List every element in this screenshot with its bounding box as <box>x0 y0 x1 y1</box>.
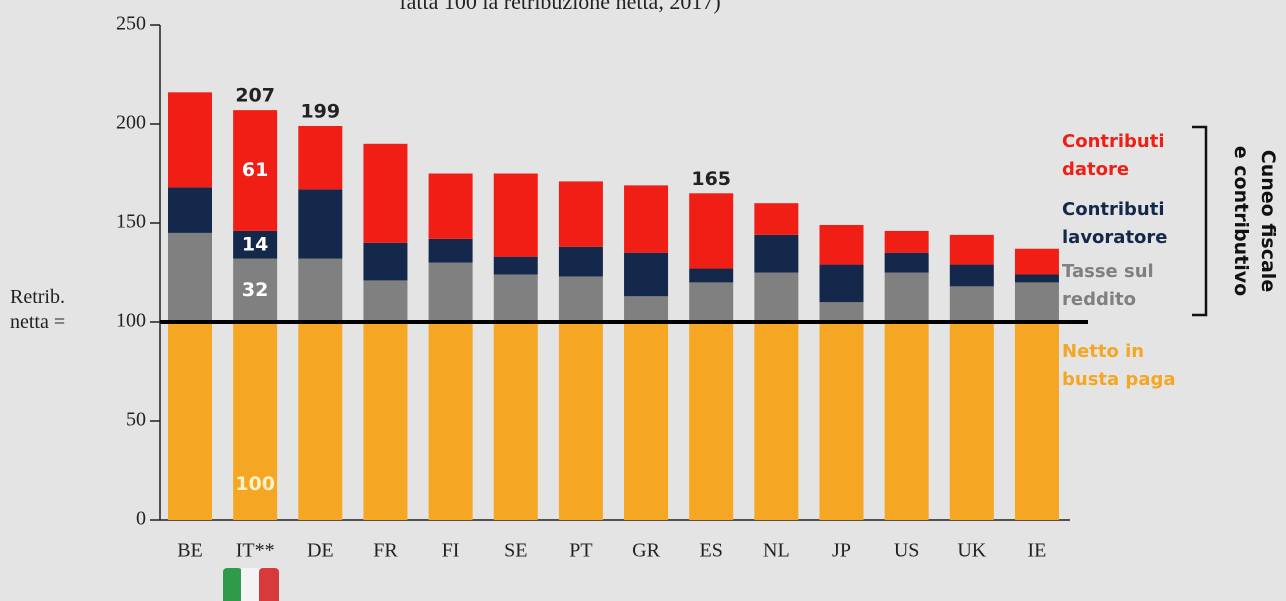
x-tick-label: ES <box>700 540 723 562</box>
bar-segment <box>428 238 473 263</box>
y-tick-label: 50 <box>126 409 146 431</box>
bar-segment <box>624 252 669 297</box>
bar-segment <box>168 322 212 520</box>
total-label: 165 <box>691 168 731 190</box>
x-tick-label: SE <box>504 540 527 562</box>
bar-segment <box>1014 274 1059 283</box>
bracket-label: Cuneo fiscalee contributivo <box>1231 146 1280 296</box>
bar-segment <box>1014 322 1059 520</box>
italy-flag <box>223 568 279 601</box>
bar-segment <box>884 272 929 322</box>
bar-segment <box>1014 282 1059 322</box>
bar-segment <box>493 322 538 520</box>
bar-segment <box>819 302 864 322</box>
bar-segment <box>363 322 408 520</box>
bar-segment <box>1014 248 1059 275</box>
bar-segment <box>754 322 799 520</box>
bar-segment <box>754 234 799 273</box>
x-tick-label: DE <box>307 540 334 562</box>
bar-segment <box>298 258 343 322</box>
bar-segment <box>233 230 278 259</box>
x-tick-label: PT <box>569 540 592 562</box>
bar-segment <box>363 280 408 322</box>
bar-segment <box>168 232 212 322</box>
bar-segment <box>819 322 864 520</box>
x-tick-label: FI <box>442 540 460 562</box>
data-label: 61 <box>242 159 268 181</box>
legend-entry: Tasse sul reddito <box>1062 261 1154 310</box>
legend-entry: Netto in busta paga <box>1062 341 1176 390</box>
flag-red <box>259 568 279 601</box>
y-tick-label: 0 <box>136 508 146 530</box>
bar-segment <box>168 92 212 188</box>
bar-segment <box>884 252 929 273</box>
bar-segment <box>558 181 603 247</box>
bar-segment <box>558 246 603 277</box>
bar-segment <box>363 143 408 243</box>
flag-white <box>241 568 260 601</box>
bar-segment <box>298 322 343 520</box>
bar-segment <box>493 274 538 322</box>
x-tick-label: FR <box>373 540 398 562</box>
flag-green <box>223 568 242 601</box>
bar-segment <box>689 193 734 269</box>
y-tick-label: 150 <box>116 211 146 233</box>
data-label: 100 <box>235 473 275 495</box>
bar-segment <box>884 322 929 520</box>
bar-segment <box>233 110 278 231</box>
bar-segment <box>819 264 864 303</box>
y-tick-label: 200 <box>116 112 146 134</box>
bar-segment <box>493 173 538 257</box>
bar-segment <box>949 234 994 265</box>
total-label: 199 <box>300 100 340 122</box>
x-tick-label: NL <box>763 540 790 562</box>
x-tick-label: US <box>894 540 920 562</box>
bar-segment <box>168 187 212 233</box>
bar-segment <box>428 262 473 322</box>
x-tick-label: IT** <box>236 540 275 562</box>
x-tick-label: JP <box>832 540 851 562</box>
legend-entry: Contributi datore <box>1062 131 1165 180</box>
bar-segment <box>298 125 343 190</box>
x-tick-label: GR <box>632 540 660 562</box>
x-tick-label: IE <box>1028 540 1047 562</box>
y-tick-label: 100 <box>116 310 146 332</box>
bracket <box>1192 125 1208 317</box>
legend-entry: Contributi lavoratore <box>1062 199 1168 248</box>
bar-segment <box>949 322 994 520</box>
bar-segment <box>689 268 734 283</box>
bar-segment <box>363 242 408 281</box>
y-tick-label: 250 <box>116 13 146 35</box>
bar-segment <box>624 185 669 253</box>
bar-segment <box>428 173 473 239</box>
bar-segment <box>624 296 669 322</box>
bar-segment <box>949 286 994 322</box>
total-label: 207 <box>235 85 275 107</box>
chart-title: fatta 100 la retribuzione netta, 2017) <box>399 0 720 14</box>
bar-segment <box>754 203 799 235</box>
x-tick-label: BE <box>177 540 203 562</box>
data-label: 14 <box>242 233 268 255</box>
bar-segment <box>819 224 864 265</box>
bar-segment <box>624 322 669 520</box>
bar-segment <box>428 322 473 520</box>
reference-label: Retrib. netta = <box>10 286 65 333</box>
bar-segment <box>298 189 343 259</box>
bar-segment <box>233 258 278 322</box>
bar-segment <box>689 322 734 520</box>
bar-segment <box>233 322 278 520</box>
bar-segment <box>558 276 603 322</box>
bar-segment <box>558 322 603 520</box>
bar-segment <box>949 264 994 287</box>
x-tick-label: UK <box>957 540 986 562</box>
data-label: 32 <box>242 279 268 301</box>
bar-segment <box>493 256 538 275</box>
bar-segment <box>754 272 799 322</box>
bar-segment <box>689 282 734 322</box>
bar-segment <box>884 230 929 253</box>
